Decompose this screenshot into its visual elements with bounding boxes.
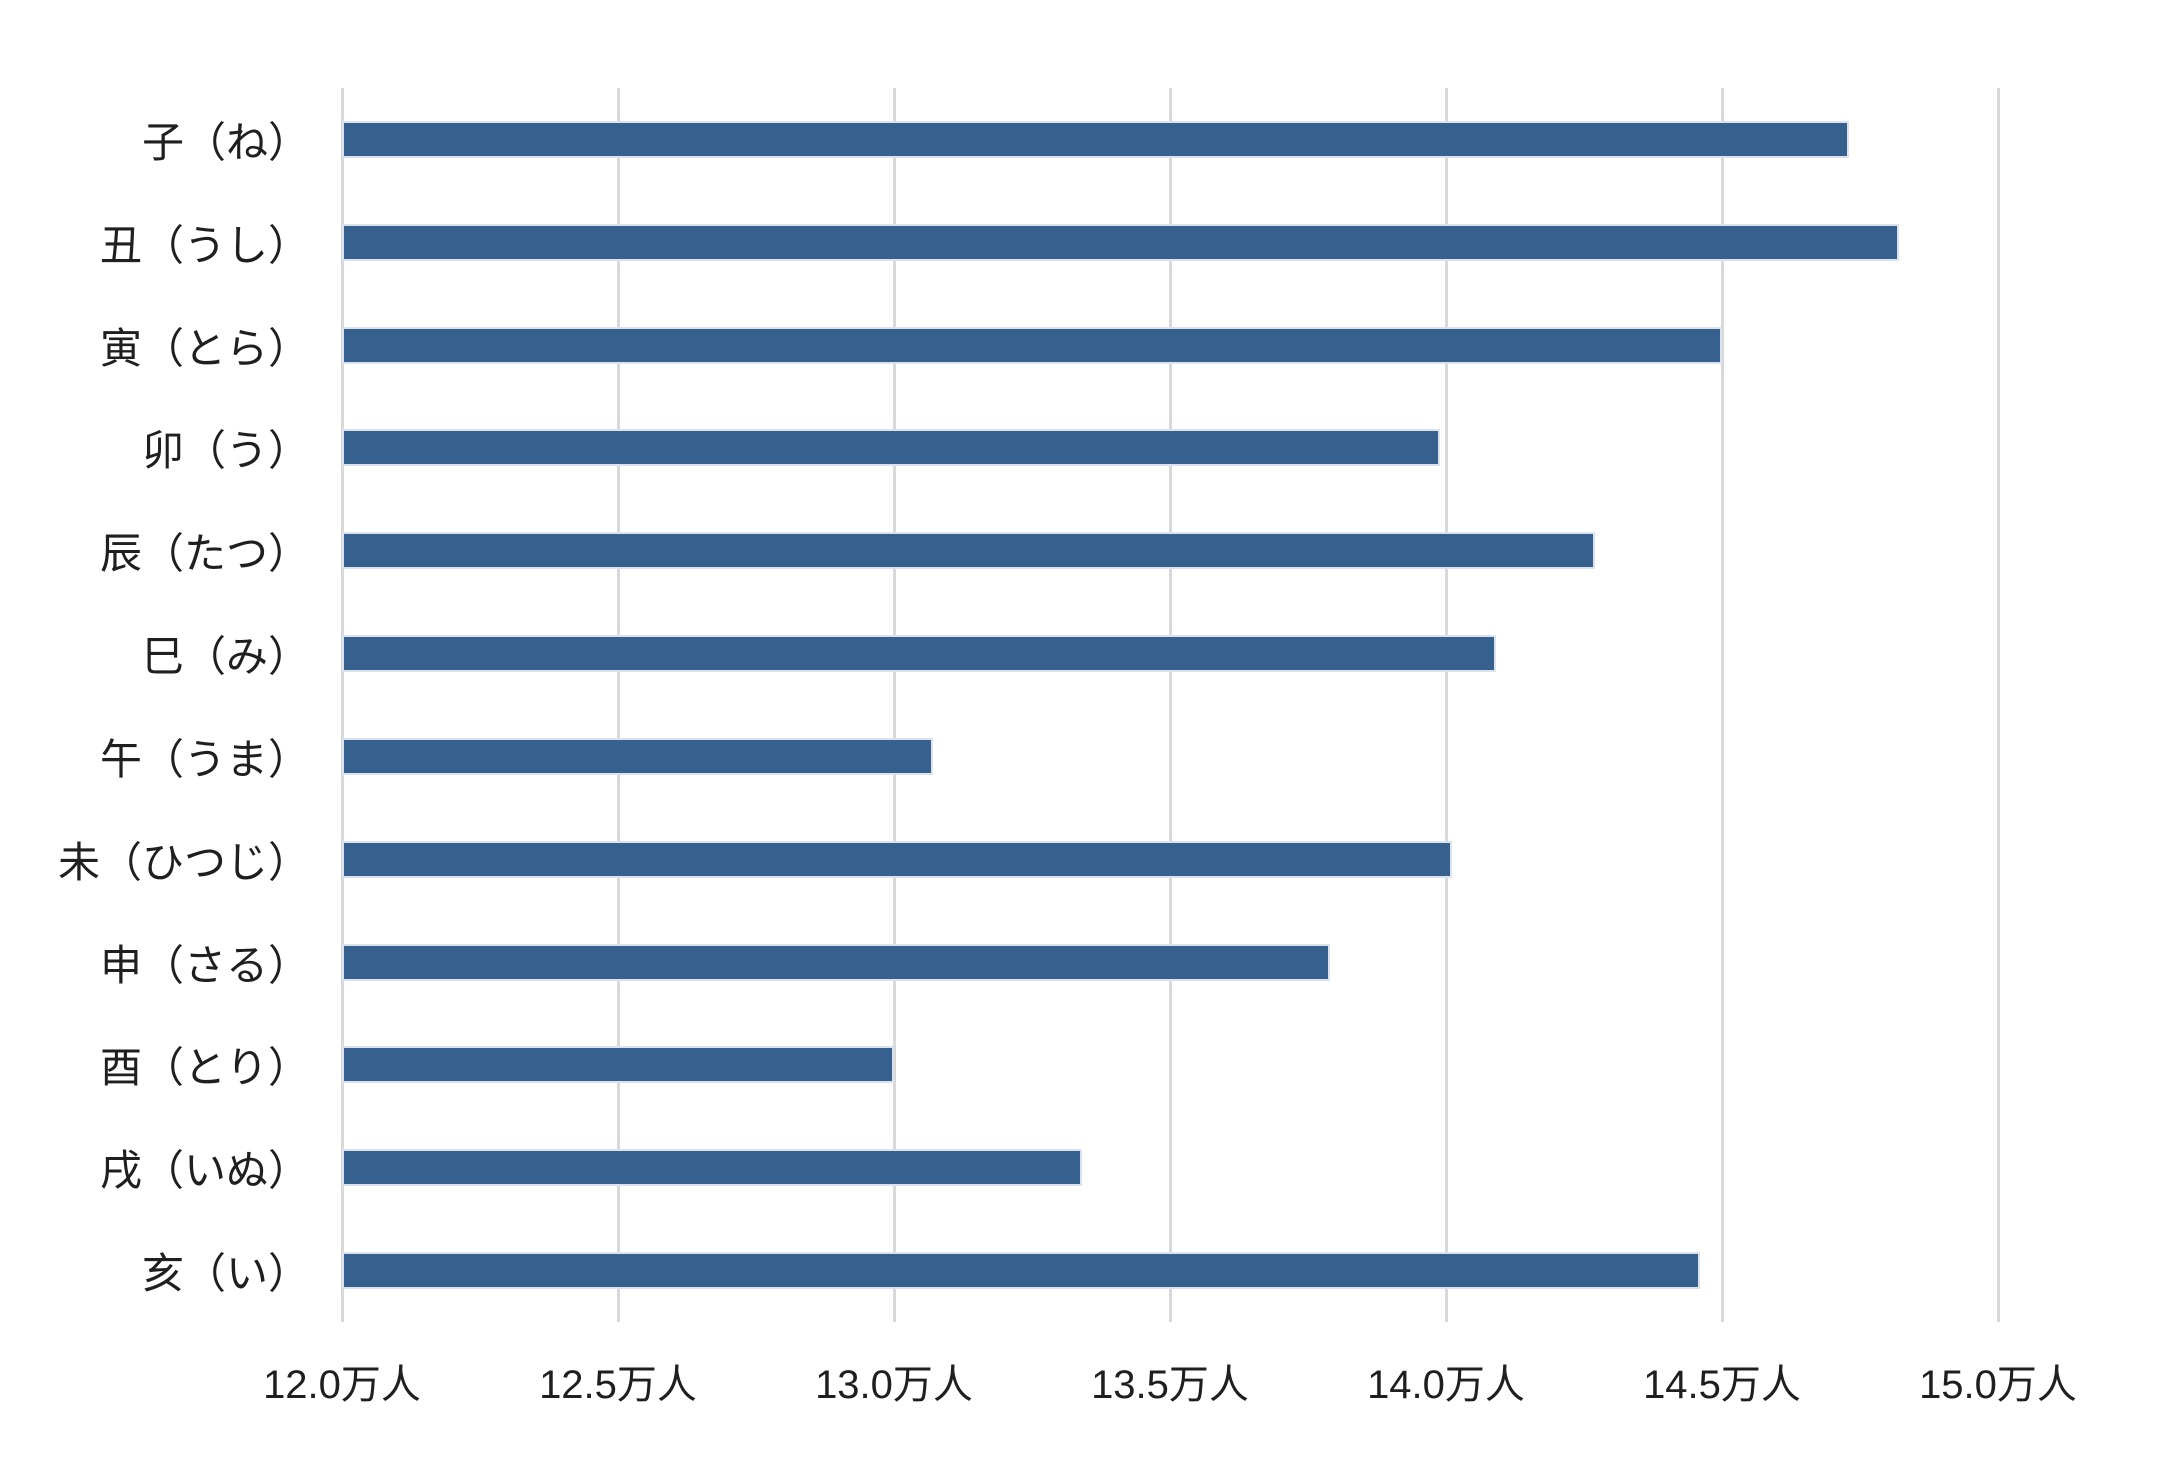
gridline-13.5万人 [1168,88,1172,1322]
bar [342,1046,894,1084]
x-axis-tick-label: 15.0万人 [1919,1363,2077,1407]
x-axis-tick-label: 14.5万人 [1643,1363,1801,1407]
y-axis-label: 午（うま） [99,735,310,783]
gridline-15.0万人 [1996,88,2000,1322]
y-axis-label: 申（さる） [99,941,310,989]
x-axis-tick-label: 12.0万人 [263,1363,421,1407]
gridline-14.0万人 [1444,88,1448,1322]
y-axis-label: 酉（とり） [99,1044,310,1092]
y-axis-label: 寅（とら） [99,324,310,372]
gridline-12.0万人 [340,88,344,1322]
gridline-14.5万人 [1720,88,1724,1322]
bar [342,120,1849,158]
y-axis-label: 子（ね） [141,118,310,166]
x-axis-tick-label: 13.5万人 [1091,1363,1249,1407]
x-axis-tick-label: 14.0万人 [1367,1363,1525,1407]
bar [342,326,1722,364]
y-axis-label: 未（ひつじ） [57,838,310,886]
x-axis-tick-label: 12.5万人 [539,1363,697,1407]
bar [342,737,933,775]
y-axis-label: 辰（たつ） [99,530,310,578]
gridline-13.0万人 [892,88,896,1322]
gridline-12.5万人 [616,88,620,1322]
y-axis-label: 巳（み） [141,633,310,681]
bar [342,1149,1082,1187]
bar [342,840,1452,878]
x-axis-tick-label: 13.0万人 [815,1363,973,1407]
bar [342,223,1899,261]
bar [342,635,1496,673]
bar [342,1252,1700,1290]
bar [342,429,1441,467]
y-axis-label: 卯（う） [141,427,310,475]
bar [342,943,1331,981]
y-axis-label: 亥（い） [141,1250,310,1298]
bar [342,532,1596,570]
y-axis-label: 戌（いぬ） [99,1147,310,1195]
y-axis-label: 丑（うし） [99,221,310,269]
